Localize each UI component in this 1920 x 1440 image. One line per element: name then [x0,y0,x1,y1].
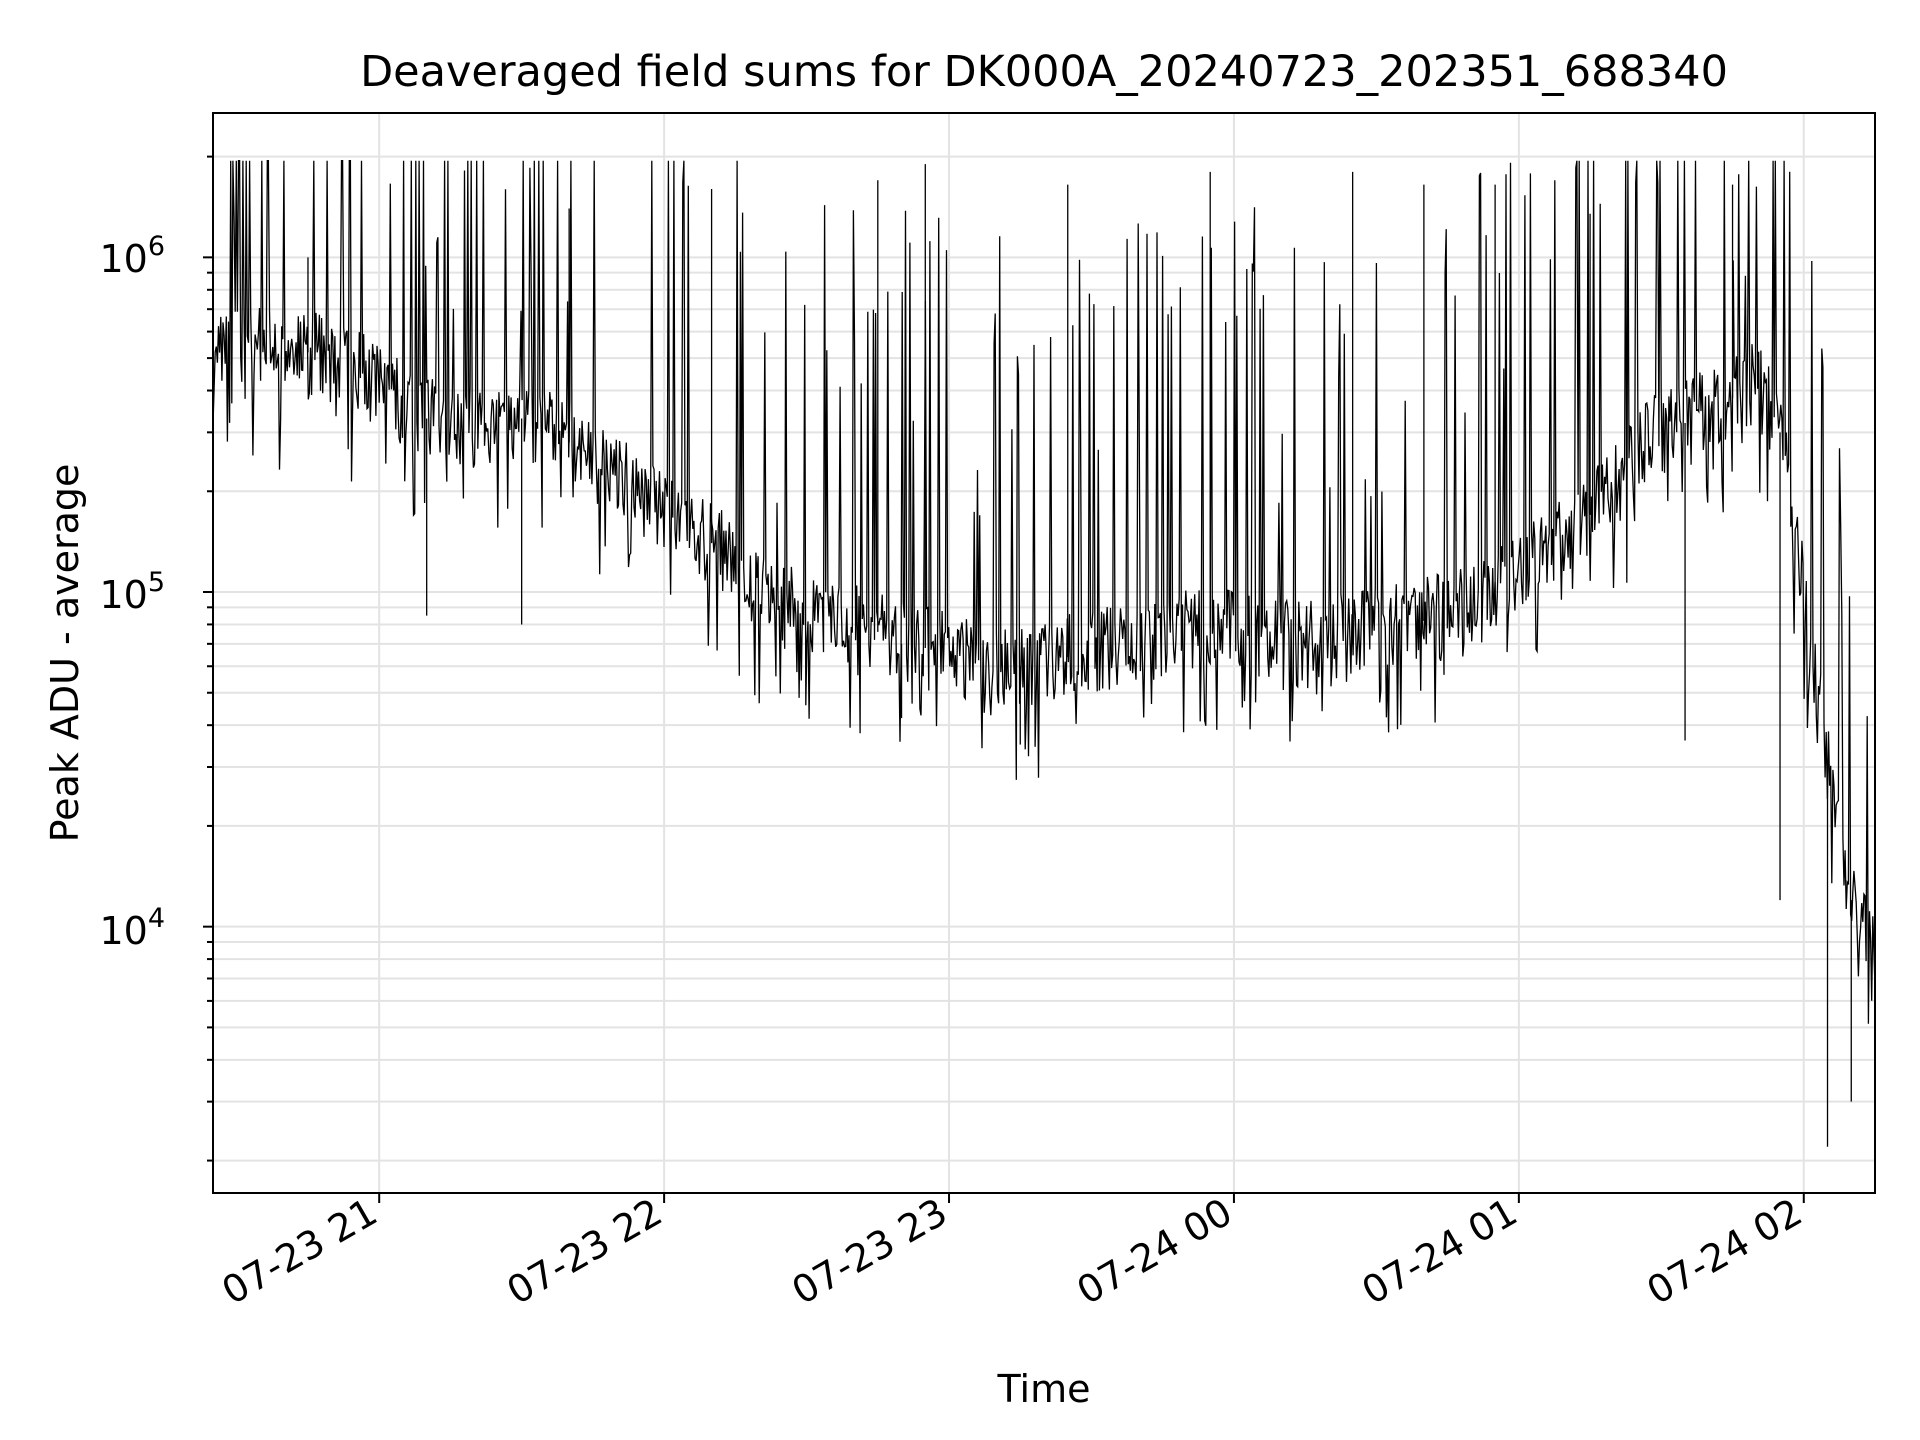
y-tick-base: 10 [99,237,147,281]
y-tick-base: 10 [99,573,147,617]
svg-text:105: 105 [99,567,165,617]
y-tick-base: 10 [99,909,147,953]
data-series [213,160,1875,1147]
y-tick-exponent: 6 [148,231,165,262]
y-tick-label-1e6: 106 [99,231,165,281]
y-tick-exponent: 4 [148,903,165,934]
y-tick-label-1e4: 104 [99,903,165,953]
axis-ticks [203,155,1805,1203]
y-tick-exponent: 5 [148,567,165,598]
series-line [213,160,1875,1024]
x-axis-title: Time [997,1367,1091,1411]
plot-frame [212,112,1876,1194]
y-axis-title: Peak ADU - average [43,464,87,843]
svg-text:104: 104 [99,903,165,953]
svg-text:106: 106 [99,231,165,281]
grid-lines [213,113,1875,1193]
chart-title: Deaveraged field sums for DK000A_2024072… [360,47,1728,97]
plot-area [203,112,1876,1203]
y-tick-label-1e5: 105 [99,567,165,617]
